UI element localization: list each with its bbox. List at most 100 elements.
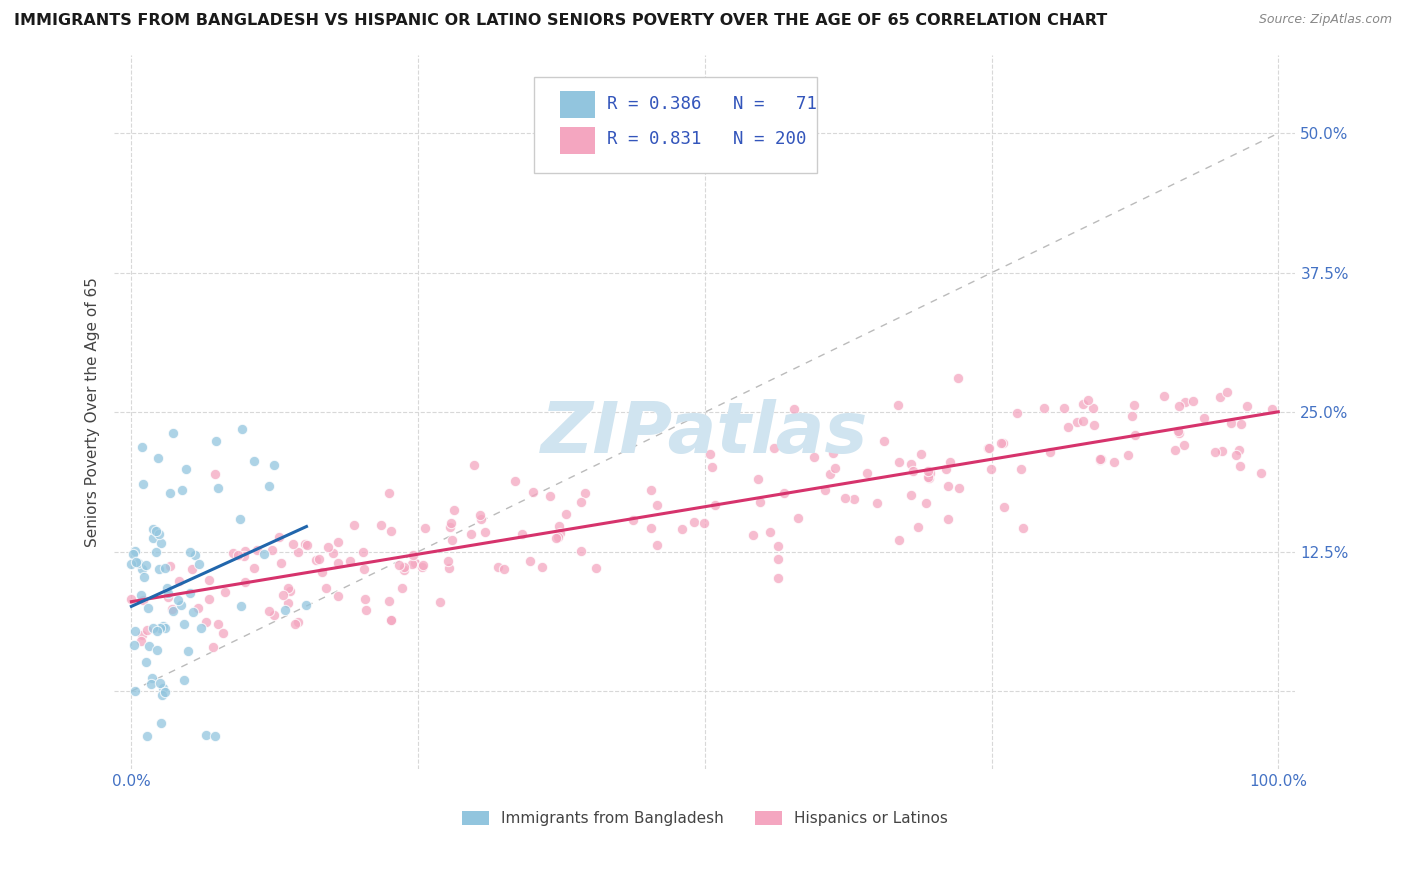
Point (352, 545, 374, 559)
Point (257, 479, 280, 493)
Point (741, 528, 763, 542)
Point (1216, 384, 1239, 399)
Point (226, 549, 249, 563)
Point (131, 628, 153, 642)
Point (124, 624, 146, 638)
Point (818, 467, 841, 482)
Point (231, 421, 253, 435)
Legend: Immigrants from Bangladesh, Hispanics or Latinos: Immigrants from Bangladesh, Hispanics or… (461, 811, 948, 826)
Point (124, 544, 146, 558)
Point (274, 603, 297, 617)
Point (263, 607, 285, 622)
Point (548, 519, 571, 533)
Point (1167, 399, 1189, 413)
Point (1088, 452, 1111, 467)
Point (887, 455, 910, 469)
Point (149, 676, 172, 690)
Point (311, 565, 333, 579)
Point (1116, 448, 1139, 462)
Point (1167, 425, 1189, 440)
Point (184, 548, 207, 562)
Point (440, 516, 463, 530)
Point (211, 626, 233, 640)
Point (229, 512, 252, 526)
Point (198, 592, 221, 607)
Y-axis label: Seniors Poverty Over the Age of 65: Seniors Poverty Over the Age of 65 (86, 277, 100, 547)
Point (204, 467, 226, 482)
Point (1090, 451, 1112, 466)
Point (939, 455, 962, 469)
Point (135, 558, 157, 573)
Point (873, 434, 896, 448)
Point (198, 574, 221, 588)
Point (768, 571, 790, 585)
Point (990, 436, 1012, 450)
Point (900, 488, 922, 502)
Point (142, 522, 165, 536)
Point (145, 643, 167, 657)
Point (145, 545, 167, 559)
Point (322, 546, 344, 560)
Point (803, 450, 825, 464)
Point (1071, 414, 1094, 428)
Point (935, 462, 957, 476)
Point (1153, 389, 1175, 403)
Point (1032, 401, 1054, 416)
Point (388, 558, 411, 573)
Point (531, 559, 554, 574)
Point (814, 483, 837, 497)
Point (574, 486, 596, 500)
Point (402, 548, 425, 562)
Point (169, 574, 191, 589)
Point (148, 527, 170, 541)
Point (1083, 418, 1105, 433)
Point (380, 613, 402, 627)
Point (326, 534, 349, 549)
Point (1012, 521, 1035, 535)
Point (177, 644, 200, 658)
Point (339, 554, 361, 568)
Point (138, 600, 160, 615)
Point (510, 526, 533, 541)
Point (772, 485, 794, 500)
Point (270, 557, 292, 571)
Point (1227, 443, 1250, 458)
Point (900, 457, 922, 471)
Point (326, 556, 349, 570)
Point (160, 602, 183, 616)
Point (136, 729, 159, 743)
Point (671, 522, 693, 536)
Point (149, 621, 172, 635)
Text: Source: ZipAtlas.com: Source: ZipAtlas.com (1258, 13, 1392, 27)
Point (190, 621, 212, 635)
Point (569, 544, 592, 558)
Point (569, 494, 592, 508)
Point (683, 515, 706, 529)
Point (257, 604, 280, 618)
Point (522, 484, 544, 499)
Point (1229, 417, 1251, 431)
Point (297, 538, 319, 552)
Point (1167, 424, 1189, 438)
Point (287, 615, 309, 629)
Point (1204, 445, 1226, 459)
Point (492, 561, 515, 575)
Point (948, 481, 970, 495)
Point (474, 525, 496, 540)
Point (1123, 428, 1146, 442)
Point (463, 458, 485, 473)
Point (260, 543, 283, 558)
Point (122, 638, 145, 652)
Point (914, 495, 936, 509)
Point (693, 516, 716, 530)
Point (917, 464, 939, 478)
Point (353, 562, 375, 576)
Point (910, 447, 932, 461)
Point (440, 533, 463, 547)
Point (253, 547, 276, 561)
Point (640, 483, 662, 497)
Point (207, 616, 229, 631)
Point (1194, 410, 1216, 425)
Point (120, 592, 142, 607)
Point (824, 461, 846, 475)
